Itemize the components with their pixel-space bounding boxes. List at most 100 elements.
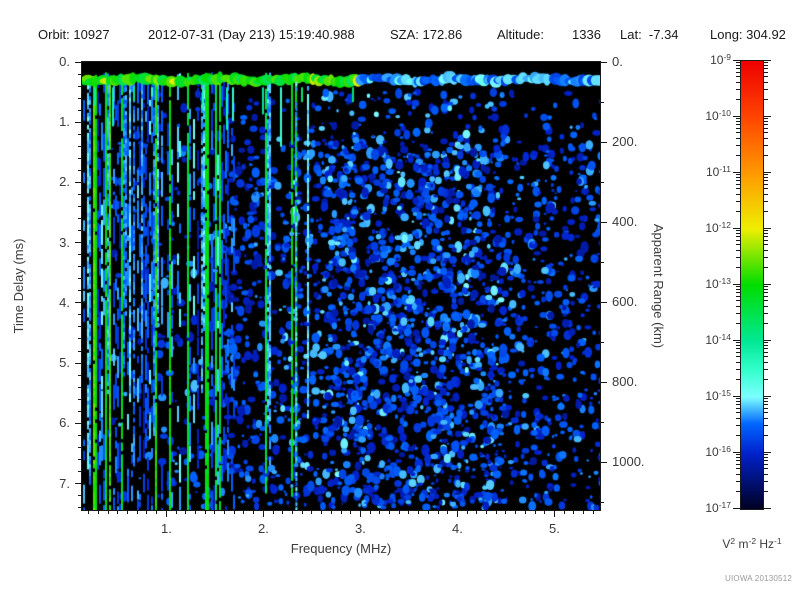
axis-tick (321, 511, 323, 514)
axis-tick (78, 398, 81, 400)
axis-tick (78, 85, 81, 87)
axis-tick (601, 61, 607, 63)
colorbar-minor-tick (764, 295, 768, 297)
axis-tick (601, 461, 607, 463)
colorbar-minor-tick (736, 127, 740, 129)
colorbar-minor-tick (764, 137, 768, 139)
colorbar-minor-tick (736, 239, 740, 241)
axis-tick (476, 511, 478, 514)
colorbar-minor-tick (764, 361, 768, 363)
colorbar-minor-tick (736, 118, 740, 120)
colorbar-tick (764, 339, 771, 341)
colorbar-minor-tick (736, 480, 740, 482)
axis-tick (601, 421, 604, 423)
colorbar-minor-tick (764, 144, 768, 146)
colorbar-decade-label: 10-14 (705, 332, 731, 347)
colorbar-minor-tick (764, 71, 768, 73)
colorbar-minor-tick (764, 348, 768, 350)
colorbar-minor-tick (736, 417, 740, 419)
colorbar-minor-tick (764, 351, 768, 353)
colorbar-minor-tick (764, 288, 768, 290)
axis-tick (515, 511, 517, 514)
colorbar-minor-tick (764, 378, 768, 380)
colorbar-minor-tick (764, 424, 768, 426)
colorbar-minor-tick (764, 118, 768, 120)
colorbar-minor-tick (764, 305, 768, 307)
axis-tick (75, 181, 81, 183)
datetime-field: 2012-07-31 (Day 213) 15:19:40.988 (148, 27, 355, 42)
colorbar-minor-tick (736, 137, 740, 139)
axis-tick (165, 511, 167, 517)
colorbar-minor-tick (736, 68, 740, 70)
colorbar-minor-tick (736, 188, 740, 190)
colorbar-tick (733, 283, 740, 285)
colorbar-minor-tick (764, 249, 768, 251)
axis-tick (601, 141, 607, 143)
axis-tick (117, 511, 119, 514)
colorbar-minor-tick (736, 295, 740, 297)
axis-tick (78, 290, 81, 292)
y-right-tick-label: 400. (612, 214, 638, 229)
axis-tick (107, 511, 109, 514)
colorbar-minor-tick (736, 244, 740, 246)
axis-tick (224, 511, 226, 514)
colorbar-minor-tick (736, 230, 740, 232)
axis-tick (78, 434, 81, 436)
colorbar-minor-tick (764, 473, 768, 475)
axis-tick (214, 511, 216, 514)
axis-tick (136, 511, 138, 514)
axis-tick (78, 133, 81, 135)
axis-tick (427, 511, 429, 514)
colorbar-minor-tick (764, 456, 768, 458)
axis-tick (592, 511, 594, 514)
colorbar-minor-tick (764, 292, 768, 294)
axis-tick (601, 181, 604, 183)
axis-tick (505, 511, 507, 514)
axis-tick (553, 511, 555, 517)
colorbar-minor-tick (736, 463, 740, 465)
axis-tick (330, 511, 332, 514)
y-left-tick-label: 7. (59, 475, 70, 491)
colorbar-minor-tick (764, 407, 768, 409)
colorbar-minor-tick (736, 249, 740, 251)
colorbar-minor-tick (736, 300, 740, 302)
axis-tick (194, 511, 196, 514)
y-left-tick-label: 0. (59, 54, 70, 69)
colorbar-minor-tick (736, 132, 740, 134)
colorbar-tick (733, 339, 740, 341)
x-axis-tick-label: 3. (354, 521, 366, 536)
axis-tick (75, 61, 81, 63)
axis-tick (262, 511, 264, 517)
axis-tick (601, 261, 604, 263)
y-left-tick-label: 3. (59, 234, 70, 250)
colorbar-minor-tick (764, 412, 768, 414)
colorbar-decade-label: 10-15 (705, 388, 731, 403)
colorbar-tick (733, 507, 740, 509)
colorbar-tick (764, 283, 771, 285)
orbit-field: Orbit: 10927 (38, 27, 110, 42)
axis-tick (78, 374, 81, 376)
colorbar-minor-tick (764, 120, 768, 122)
colorbar-minor-tick (764, 312, 768, 314)
axis-tick (398, 511, 400, 514)
colorbar-minor-tick (736, 412, 740, 414)
colorbar-minor-tick (736, 434, 740, 436)
colorbar-minor-tick (736, 183, 740, 185)
colorbar-minor-tick (736, 356, 740, 358)
axis-tick (78, 458, 81, 460)
axis-tick (601, 301, 607, 303)
axis-tick (253, 511, 255, 514)
colorbar-minor-tick (736, 348, 740, 350)
x-axis-label: Frequency (MHz) (290, 541, 392, 556)
latitude-field: Lat: -7.34 (620, 27, 679, 42)
axis-tick (350, 511, 352, 514)
colorbar-tick (764, 115, 771, 117)
colorbar-minor-tick (764, 232, 768, 234)
axis-tick (601, 501, 604, 503)
axis-tick (185, 511, 187, 514)
colorbar-minor-tick (736, 407, 740, 409)
axis-tick (78, 218, 81, 220)
axis-tick (282, 511, 284, 514)
colorbar-unit-label: V2 m-2 Hz-1 (722, 536, 782, 551)
colorbar-minor-tick (736, 351, 740, 353)
